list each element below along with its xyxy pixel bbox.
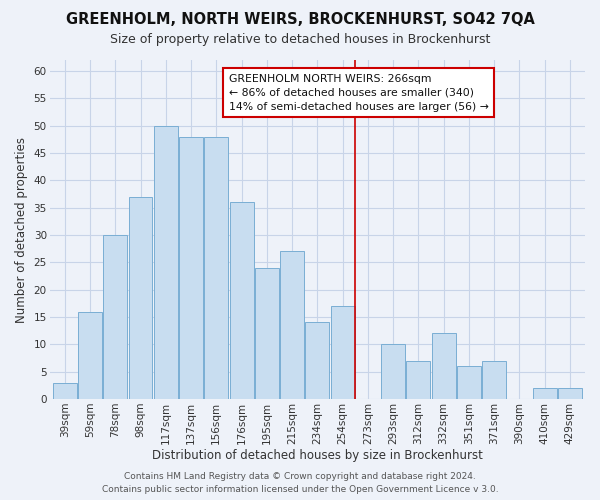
Text: GREENHOLM, NORTH WEIRS, BROCKENHURST, SO42 7QA: GREENHOLM, NORTH WEIRS, BROCKENHURST, SO…: [65, 12, 535, 28]
Bar: [179, 136, 203, 399]
Bar: [482, 361, 506, 399]
Bar: [230, 202, 254, 399]
Bar: [457, 366, 481, 399]
Bar: [533, 388, 557, 399]
Y-axis label: Number of detached properties: Number of detached properties: [15, 136, 28, 322]
Bar: [103, 235, 127, 399]
Bar: [154, 126, 178, 399]
Bar: [255, 268, 279, 399]
Bar: [381, 344, 405, 399]
Text: GREENHOLM NORTH WEIRS: 266sqm
← 86% of detached houses are smaller (340)
14% of : GREENHOLM NORTH WEIRS: 266sqm ← 86% of d…: [229, 74, 489, 112]
Bar: [53, 382, 77, 399]
Text: Contains HM Land Registry data © Crown copyright and database right 2024.
Contai: Contains HM Land Registry data © Crown c…: [101, 472, 499, 494]
Bar: [305, 322, 329, 399]
Bar: [406, 361, 430, 399]
Bar: [204, 136, 228, 399]
Text: Size of property relative to detached houses in Brockenhurst: Size of property relative to detached ho…: [110, 32, 490, 46]
Bar: [331, 306, 355, 399]
Bar: [558, 388, 582, 399]
Bar: [280, 252, 304, 399]
Bar: [431, 334, 455, 399]
X-axis label: Distribution of detached houses by size in Brockenhurst: Distribution of detached houses by size …: [152, 450, 483, 462]
Bar: [128, 196, 152, 399]
Bar: [78, 312, 102, 399]
